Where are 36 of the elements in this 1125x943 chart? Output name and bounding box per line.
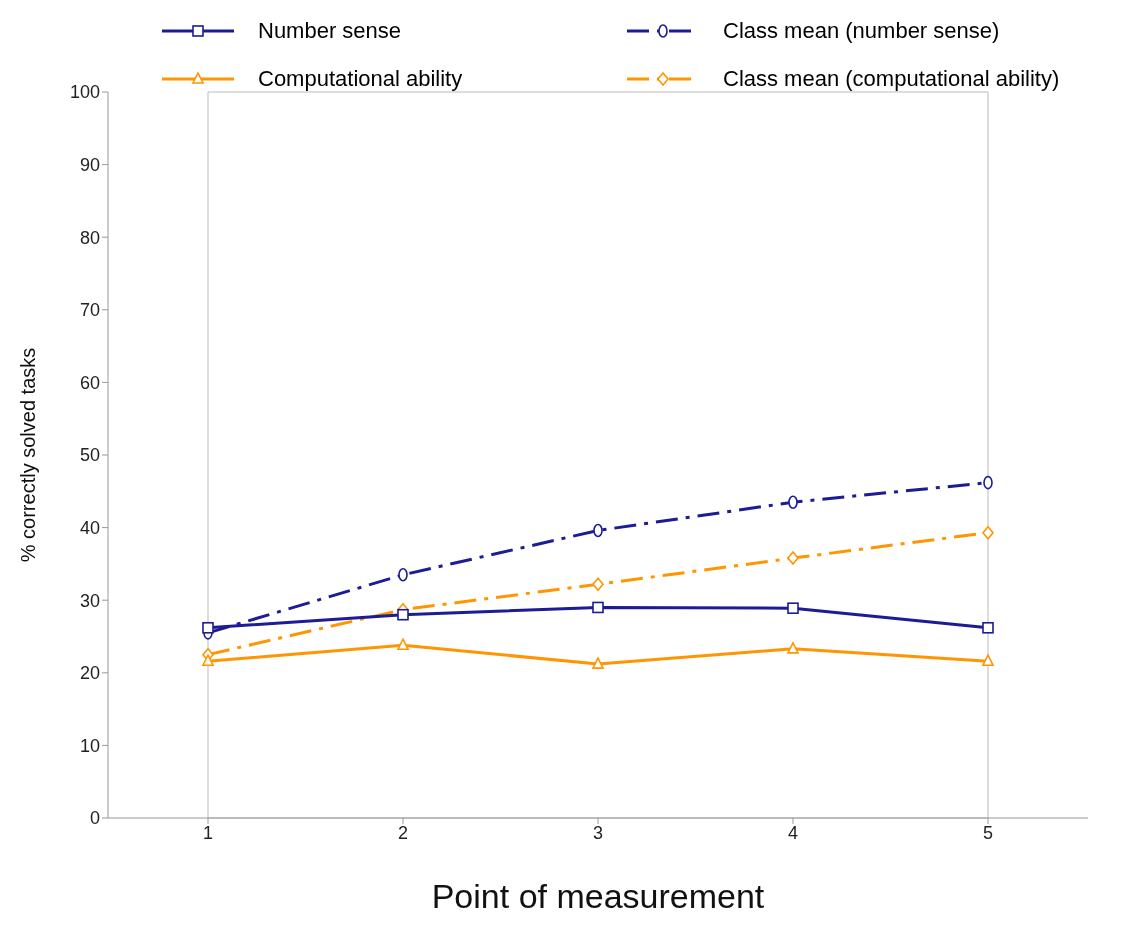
point: [592, 577, 604, 592]
x-axis-title: Point of measurement: [431, 877, 765, 915]
point: [982, 525, 994, 540]
legend-label: Class mean (number sense): [723, 18, 1000, 44]
point: [788, 495, 798, 509]
legend-label: Class mean (computational ability): [723, 66, 1060, 92]
point: [787, 602, 799, 614]
point: [397, 638, 409, 651]
y-tick-label: 80: [79, 227, 100, 248]
point: [982, 621, 994, 634]
x-tick-label: 4: [787, 822, 799, 843]
point: [592, 601, 604, 614]
point: [787, 642, 799, 654]
legend-label: Computational ability: [258, 66, 463, 92]
y-tick-label: 0: [89, 808, 100, 829]
y-tick-label: 30: [79, 590, 100, 611]
y-tick-label: 70: [79, 300, 100, 321]
y-tick-label: 40: [79, 517, 100, 538]
point: [592, 657, 604, 669]
point: [982, 654, 994, 666]
y-tick-label: 50: [79, 445, 100, 466]
x-tick-label: 2: [397, 822, 409, 843]
y-tick-label: 100: [69, 82, 100, 103]
x-tick-label: 3: [592, 822, 604, 843]
y-tick-label: 60: [79, 372, 100, 393]
y-tick-label: 10: [79, 735, 100, 756]
x-tick-label: 1: [202, 822, 214, 843]
legend-label: Number sense: [258, 18, 402, 44]
x-tick-label: 5: [982, 822, 994, 843]
y-tick-label: 90: [79, 154, 100, 175]
point: [202, 621, 214, 634]
point: [202, 654, 214, 666]
y-tick-label: 20: [79, 663, 100, 684]
point: [787, 551, 799, 565]
point: [397, 608, 409, 621]
y-axis-title: % correctly solved tasks: [17, 347, 40, 563]
